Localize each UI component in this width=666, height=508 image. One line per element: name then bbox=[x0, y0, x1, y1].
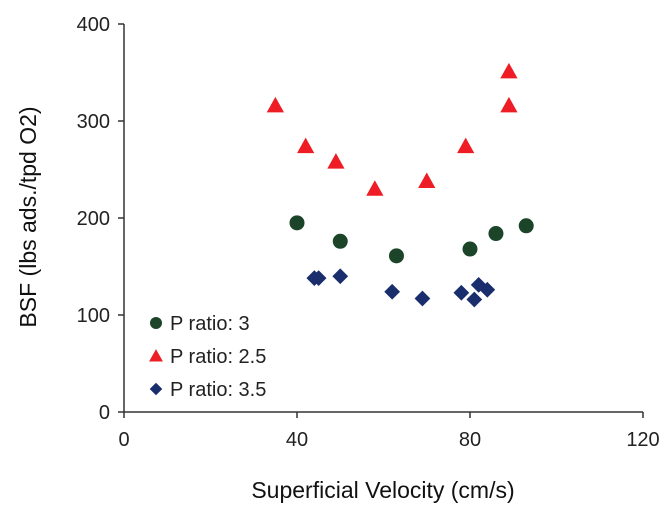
x-tick-label: 120 bbox=[626, 429, 659, 451]
data-point-triangle bbox=[266, 96, 284, 113]
data-point-circle bbox=[289, 215, 305, 231]
legend-label: P ratio: 2.5 bbox=[170, 346, 266, 368]
data-point-diamond bbox=[384, 283, 401, 300]
series-diamond bbox=[306, 268, 496, 308]
legend-label: P ratio: 3 bbox=[170, 313, 250, 335]
ticks: 0 40 80 120 0 100 200 300 400 bbox=[77, 14, 660, 451]
legend-label: P ratio: 3.5 bbox=[170, 379, 266, 401]
legend-marker-circle bbox=[150, 317, 162, 329]
data-point-triangle bbox=[418, 172, 436, 189]
y-tick-label: 0 bbox=[99, 402, 110, 424]
data-point-triangle bbox=[366, 180, 384, 196]
y-tick-label: 100 bbox=[77, 305, 110, 327]
data-point-triangle bbox=[457, 137, 475, 154]
axes bbox=[123, 24, 643, 413]
data-point-diamond bbox=[332, 268, 349, 285]
x-tick-label: 80 bbox=[459, 429, 481, 451]
y-tick-label: 400 bbox=[77, 14, 110, 36]
data-point-diamond bbox=[466, 291, 483, 308]
data-point-circle bbox=[488, 226, 504, 242]
series-triangle bbox=[266, 62, 518, 196]
data-point-circle bbox=[518, 218, 534, 234]
data-point-triangle bbox=[500, 62, 518, 79]
x-axis-title: Superficial Velocity (cm/s) bbox=[251, 477, 514, 503]
legend: P ratio: 3 P ratio: 2.5 P ratio: 3.5 bbox=[149, 313, 266, 401]
data-point-triangle bbox=[297, 137, 315, 154]
data-point-circle bbox=[462, 241, 478, 257]
legend-marker-diamond bbox=[149, 382, 163, 396]
x-tick-label: 0 bbox=[118, 429, 129, 451]
data-point-diamond bbox=[310, 270, 327, 287]
data-point-diamond bbox=[414, 290, 431, 307]
data-points bbox=[266, 62, 534, 308]
data-point-diamond bbox=[453, 284, 470, 301]
y-tick-label: 300 bbox=[77, 111, 110, 133]
data-point-diamond bbox=[479, 281, 496, 298]
legend-marker-triangle bbox=[149, 349, 163, 362]
x-tick-label: 40 bbox=[286, 429, 308, 451]
data-point-triangle bbox=[500, 96, 518, 113]
series-circle bbox=[289, 215, 534, 264]
y-tick-label: 200 bbox=[77, 208, 110, 230]
data-point-circle bbox=[388, 248, 404, 264]
data-point-circle bbox=[332, 233, 348, 249]
data-point-triangle bbox=[327, 153, 345, 169]
y-axis-title: BSF (lbs ads./tpd O2) bbox=[15, 106, 41, 327]
